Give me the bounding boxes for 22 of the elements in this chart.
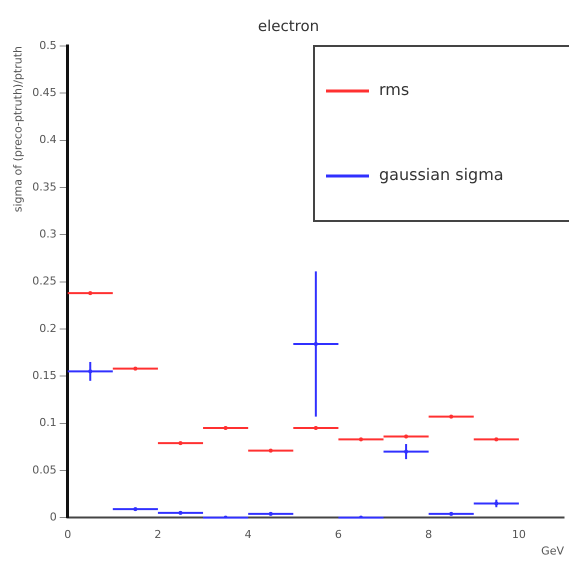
- legend-label: rms: [379, 80, 410, 100]
- y-tick-label: 0.05: [32, 463, 57, 476]
- y-tick-label: 0: [50, 510, 57, 524]
- x-tick-label: 8: [425, 528, 432, 542]
- x-tick-label: 0: [64, 528, 72, 542]
- y-tick-label: 0.15: [32, 368, 57, 382]
- x-tick-label: 10: [512, 528, 526, 542]
- chart-title: electron: [258, 16, 320, 35]
- y-tick-label: 0.35: [32, 180, 57, 194]
- x-tick-label: 2: [154, 528, 162, 542]
- x-tick-label: 4: [244, 528, 252, 542]
- x-axis-title: GeV: [541, 544, 564, 558]
- y-tick-label: 0.5: [39, 38, 57, 52]
- y-axis-title: sigma of (preco-ptruth)/ptruth: [11, 46, 24, 212]
- y-tick-label: 0.2: [39, 322, 57, 335]
- y-tick-label: 0.25: [32, 274, 57, 288]
- y-tick-label: 0.4: [39, 133, 57, 146]
- legend-label: gaussian sigma: [379, 165, 504, 184]
- y-tick-label: 0.3: [39, 228, 57, 240]
- y-tick-label: 0.1: [39, 416, 57, 430]
- x-tick-label: 6: [334, 528, 342, 542]
- y-tick-label: 0.45: [32, 86, 57, 100]
